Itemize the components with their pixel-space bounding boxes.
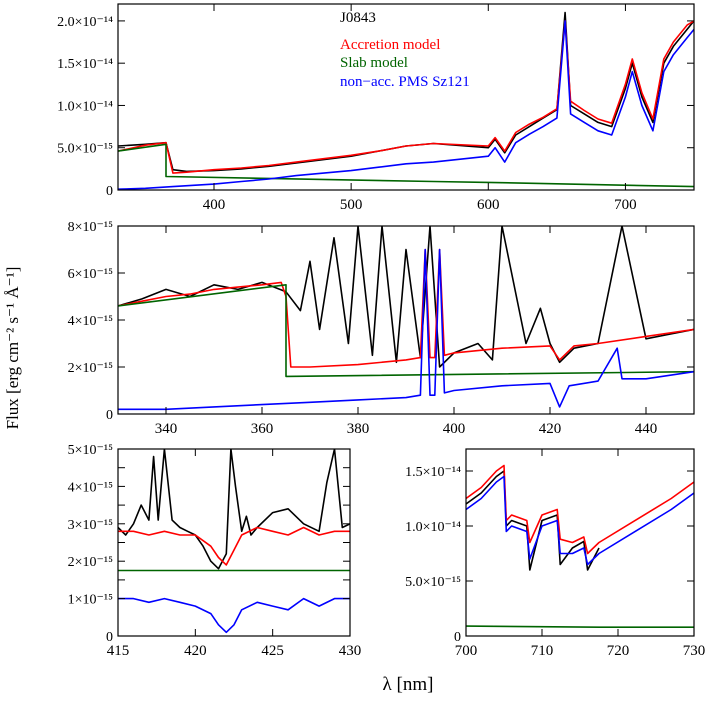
x-tick-label: 500 xyxy=(340,197,363,213)
x-tick-label: 415 xyxy=(107,643,130,659)
legend-entry-template: non−acc. PMS Sz121 xyxy=(340,74,470,90)
y-tick-label: 5×10⁻¹⁵ xyxy=(68,443,113,458)
x-tick-label: 400 xyxy=(443,421,466,437)
series-line-observed xyxy=(118,11,694,173)
series-line-accretion xyxy=(118,248,694,368)
panel-4: 700 710 720 730 0 5.0×10⁻¹⁵ 1.0×10⁻¹⁴ 1.5×10⁻¹⁴ xyxy=(405,448,706,659)
panel-2: 340 360 380 400 420 440 0 2×10⁻¹⁵ 4×10⁻¹⁵ 6×10⁻¹⁵… xyxy=(68,220,695,437)
x-tick-label: 600 xyxy=(477,197,500,213)
y-tick-label: 5.0×10⁻¹⁵ xyxy=(57,142,113,157)
series-line-slab xyxy=(466,625,694,629)
x-tick-label: 400 xyxy=(203,197,226,213)
y-tick-label: 1.5×10⁻¹⁴ xyxy=(57,57,113,72)
y-tick-label: 5.0×10⁻¹⁵ xyxy=(405,575,461,590)
series-line-observed xyxy=(118,226,694,368)
y-axis-label: Flux [erg cm⁻² s⁻¹ Å⁻¹] xyxy=(3,267,22,430)
x-axis-label: λ [nm] xyxy=(383,674,434,695)
y-tick-label: 0 xyxy=(454,630,461,645)
panel-1: 400 500 600 700 0 5.0×10⁻¹⁵ 1.0×10⁻¹⁴ 1.5×10⁻¹⁴… xyxy=(57,3,695,213)
series-line-template xyxy=(466,475,694,566)
x-tick-label: 360 xyxy=(251,421,274,437)
y-tick-label: 4×10⁻¹⁵ xyxy=(68,480,113,495)
x-tick-label: 700 xyxy=(614,197,637,213)
series-line-accretion xyxy=(466,464,694,555)
series-line-slab xyxy=(118,143,694,188)
y-tick-label: 6×10⁻¹⁵ xyxy=(68,267,113,282)
y-tick-label: 2×10⁻¹⁵ xyxy=(68,555,113,570)
legend-entry-slab: Slab model xyxy=(340,55,408,71)
x-tick-label: 700 xyxy=(455,643,478,659)
y-tick-label: 2.0×10⁻¹⁴ xyxy=(57,15,113,30)
y-tick-label: 1.5×10⁻¹⁴ xyxy=(405,465,461,480)
x-tick-label: 430 xyxy=(339,643,362,659)
series-line-observed xyxy=(466,470,600,571)
series-line-slab xyxy=(118,283,694,378)
panel-3: 415 420 425 430 0 1×10⁻¹⁵ 2×10⁻¹⁵ 3×10⁻¹⁵ 4×10⁻¹… xyxy=(68,443,362,659)
x-tick-label: 710 xyxy=(531,643,554,659)
plot-frame xyxy=(465,448,695,637)
y-tick-label: 1.0×10⁻¹⁴ xyxy=(405,520,461,535)
x-tick-label: 730 xyxy=(683,643,706,659)
y-tick-label: 1.0×10⁻¹⁴ xyxy=(57,99,113,114)
plot-frame xyxy=(117,3,695,191)
x-tick-label: 340 xyxy=(155,421,178,437)
y-tick-label: 1×10⁻¹⁵ xyxy=(68,593,113,608)
y-tick-label: 4×10⁻¹⁵ xyxy=(68,314,113,329)
y-tick-label: 3×10⁻¹⁵ xyxy=(68,518,113,533)
series-line-accretion xyxy=(118,20,694,174)
y-tick-label: 0 xyxy=(106,408,113,423)
x-tick-label: 380 xyxy=(347,421,370,437)
x-tick-label: 440 xyxy=(635,421,658,437)
y-tick-label: 0 xyxy=(106,184,113,199)
x-tick-label: 420 xyxy=(184,643,207,659)
legend-entry-observed: J0843 xyxy=(340,10,376,26)
series-line-template xyxy=(118,597,350,634)
series-line-accretion xyxy=(118,526,350,566)
series-line-template xyxy=(118,20,694,190)
y-tick-label: 2×10⁻¹⁵ xyxy=(68,361,113,376)
y-tick-label: 0 xyxy=(106,630,113,645)
x-tick-label: 420 xyxy=(539,421,562,437)
legend-entry-accretion: Accretion model xyxy=(340,37,440,53)
legend: J0843 Accretion model Slab model non−acc… xyxy=(340,10,470,90)
x-tick-label: 720 xyxy=(607,643,630,659)
panels: 400 500 600 70005.0×10⁻¹⁵1.0×10⁻¹⁴1.5×10⁻¹⁴… xyxy=(57,3,706,659)
x-tick-label: 425 xyxy=(261,643,284,659)
series-line-template xyxy=(118,248,694,411)
y-tick-label: 8×10⁻¹⁵ xyxy=(68,220,113,235)
